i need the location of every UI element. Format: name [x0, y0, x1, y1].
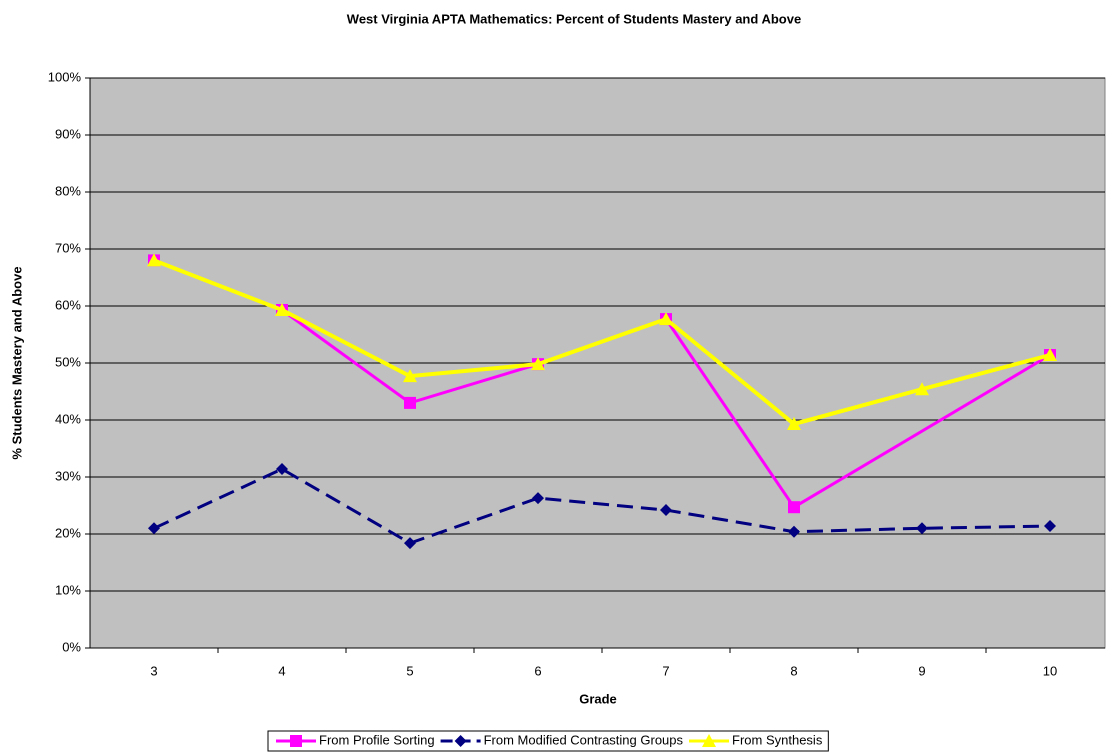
marker [702, 734, 717, 747]
y-tick-label: 10% [55, 582, 81, 597]
y-tick-label: 40% [55, 411, 81, 426]
x-tick-label: 6 [534, 663, 541, 678]
y-tick-label: 80% [55, 183, 81, 198]
marker [276, 463, 288, 476]
series [147, 253, 1057, 430]
marker [916, 522, 928, 535]
marker [532, 492, 544, 505]
x-tick-label: 5 [406, 663, 413, 678]
marker [531, 357, 545, 371]
x-tick-label: 3 [150, 663, 157, 678]
marker [788, 525, 800, 538]
x-tick-label: 8 [790, 663, 797, 678]
y-tick-label: 50% [55, 354, 81, 369]
legend-box [267, 730, 829, 752]
marker [404, 396, 416, 409]
marker [915, 382, 929, 396]
y-tick-label: 0% [62, 639, 81, 654]
marker [290, 735, 302, 747]
x-tick-label: 9 [918, 663, 925, 678]
y-axis-label: % Students Mastery and Above [9, 266, 24, 459]
chart-title: West Virginia APTA Mathematics: Percent … [347, 11, 801, 26]
legend-label: From Profile Sorting [319, 732, 435, 747]
x-tick-label: 4 [278, 663, 285, 678]
series [148, 463, 1056, 550]
y-tick-label: 70% [55, 240, 81, 255]
x-axis-label: Grade [579, 691, 617, 706]
legend: From Profile Sorting From Modified Contra… [267, 730, 829, 752]
y-tick-label: 60% [55, 297, 81, 312]
legend-label: From Modified Contrasting Groups [484, 732, 684, 747]
y-tick-label: 30% [55, 468, 81, 483]
y-tick-label: 100% [48, 69, 82, 84]
marker [787, 416, 801, 430]
marker [147, 253, 161, 267]
x-tick-label: 10 [1043, 663, 1057, 678]
marker [1044, 520, 1056, 533]
marker [148, 522, 160, 535]
marker [660, 504, 672, 517]
line [153, 467, 1051, 545]
y-tick-label: 20% [55, 525, 81, 540]
marker [1043, 348, 1057, 362]
legend-label: From Synthesis [732, 732, 823, 747]
marker [275, 302, 289, 316]
x-tick-label: 7 [662, 663, 669, 678]
marker [404, 537, 416, 550]
line [153, 258, 1051, 427]
marker [659, 312, 673, 326]
marker [403, 369, 417, 383]
marker [454, 735, 467, 747]
y-tick-label: 90% [55, 126, 81, 141]
marker [788, 501, 800, 514]
